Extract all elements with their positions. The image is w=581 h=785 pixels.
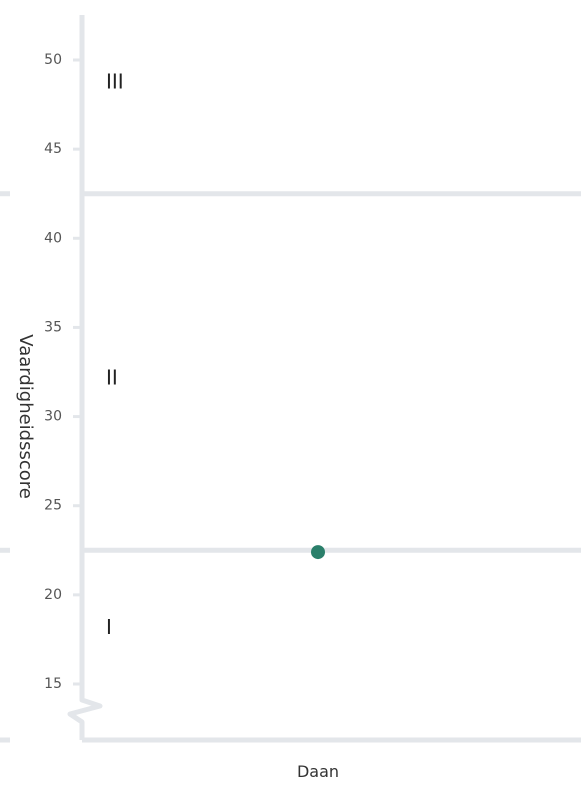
y-tick-label: 30 xyxy=(44,409,62,425)
x-category-label: Daan xyxy=(297,762,339,781)
y-tick-label: 50 xyxy=(44,52,62,68)
zones-layer xyxy=(0,191,581,553)
y-tick-label: 15 xyxy=(44,676,62,692)
data-points xyxy=(311,545,325,560)
zone-label: II xyxy=(106,365,118,389)
y-axis-line-with-break xyxy=(67,15,103,740)
y-axis-title: Vaardigheidsscore xyxy=(15,334,36,499)
y-axis xyxy=(0,15,581,743)
y-tick-label: 25 xyxy=(44,498,62,514)
y-tick-label: 20 xyxy=(44,587,62,603)
y-tick-label: 45 xyxy=(44,141,62,157)
y-ticks: 15 20 25 30 35 40 45 50 xyxy=(44,52,82,692)
y-tick-label: 35 xyxy=(44,319,62,335)
zone-label: III xyxy=(106,69,124,93)
x-categories: Daan xyxy=(297,762,339,781)
data-point xyxy=(311,545,325,560)
zone-label: I xyxy=(106,615,112,639)
y-tick-label: 40 xyxy=(44,230,62,246)
